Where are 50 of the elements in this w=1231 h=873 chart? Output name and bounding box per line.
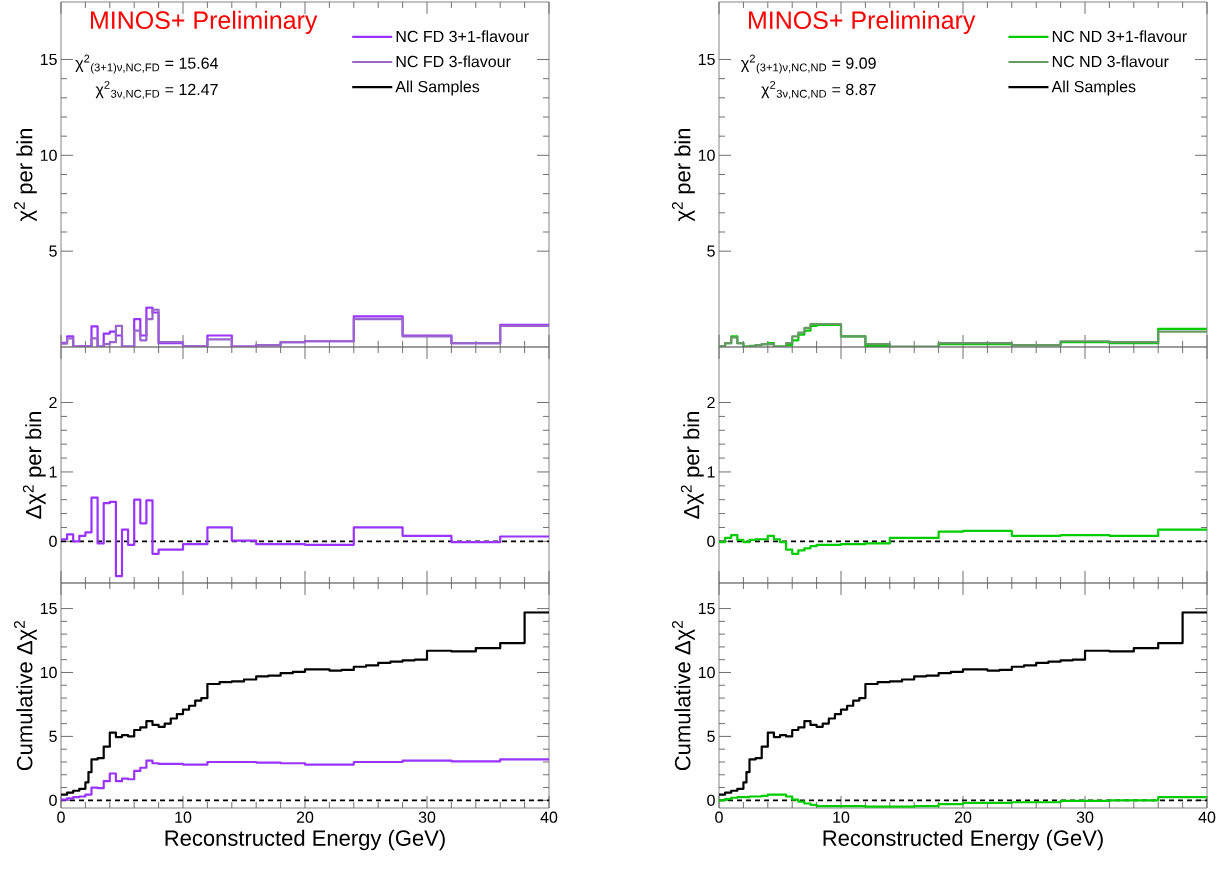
text: All Samples [1051,80,1136,96]
y-tick-label: 10 [40,149,57,161]
y-axis-title: χ$^{2}$ per bin [13,128,37,222]
legend-label: NC ND 3-flavour [1052,55,1169,68]
annotation: χ$^{2}$$_{(3+1)ν,NC,FD}$ = 15.64 [75,54,219,74]
annotation: χ$^{2}$$_{3ν,NC,ND}$ = 8.87 [761,80,876,100]
y-tick-label: 5 [707,245,715,257]
legend-label: NC FD 3-flavour [396,55,511,68]
y-tick-label: 0 [49,535,57,548]
y-tick-label: 5 [49,730,57,742]
y-tick-label: 5 [49,245,57,257]
y-tick-label: 0 [707,535,715,548]
x-axis-title: Reconstructed Energy (GeV) [165,829,445,851]
y-tick-label: 10 [698,149,715,161]
y-tick-label: 15 [40,602,57,615]
text: All Samples [395,80,480,96]
y-axis-title: χ$^{2}$ per bin [671,128,695,222]
x-tick-label: 30 [1076,811,1094,823]
y-tick-label: 0 [49,794,57,806]
y-axis-title: Δχ$^{2}$ per bin [680,412,704,519]
chart-title: MINOS+ Preliminary [90,10,318,35]
x-tick-label: 10 [175,811,192,823]
y-tick-label: 15 [698,53,715,66]
y-axis-title: Cumulative Δχ$^{2}$ [13,621,37,771]
annotation: χ$^{2}$$_{3ν,NC,FD}$ = 12.47 [95,80,218,100]
x-tick-label: 0 [57,811,65,823]
y-tick-label: 1 [707,466,715,478]
x-axis-title: Reconstructed Energy (GeV) [823,829,1103,851]
y-tick-label: 15 [698,602,715,615]
chart-title: MINOS+ Preliminary [749,10,976,35]
annotation: χ$^{2}$$_{(3+1)ν,NC,ND}$ = 9.09 [741,54,876,74]
y-tick-label: 1 [49,466,57,478]
y-tick-label: 10 [698,666,715,679]
y-tick-label: 2 [707,396,715,409]
y-axis-title: Δχ$^{2}$ per bin [22,412,46,519]
x-tick-label: 40 [540,811,558,823]
x-tick-label: 30 [418,811,436,823]
y-axis-title: Cumulative Δχ$^{2}$ [671,621,695,771]
y-tick-label: 0 [707,794,715,806]
x-tick-label: 40 [1198,811,1216,823]
x-tick-label: 20 [296,811,314,823]
x-tick-label: 10 [833,811,850,823]
y-tick-label: 5 [707,730,715,742]
legend-label: NC FD 3+1-flavour [396,30,529,43]
x-tick-label: 0 [715,811,723,823]
y-tick-label: 10 [40,666,57,679]
y-tick-label: 15 [40,53,57,66]
legend-label: NC ND 3+1-flavour [1052,30,1187,43]
y-tick-label: 2 [49,396,57,409]
x-tick-label: 20 [954,811,972,823]
